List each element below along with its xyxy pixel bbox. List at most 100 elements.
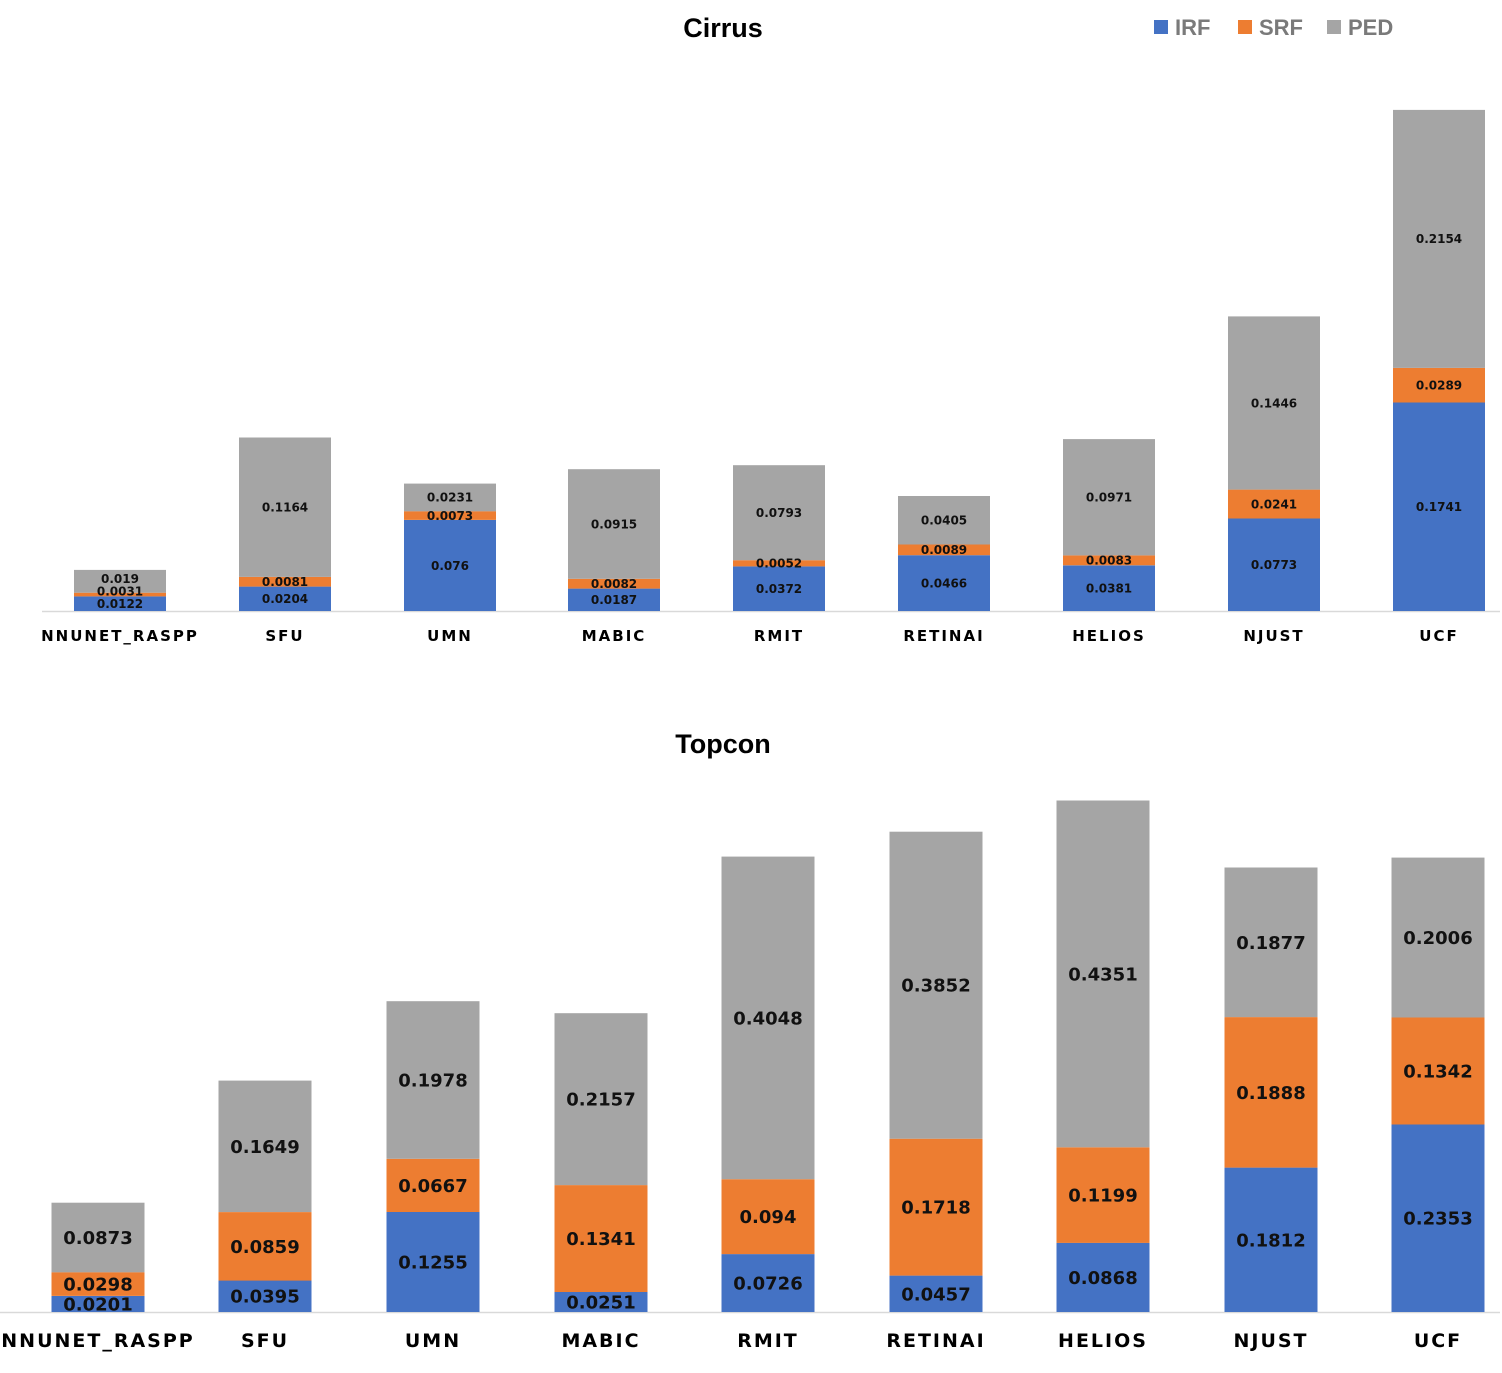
data-label-topcon-rmit-irf: 0.0726 — [733, 1274, 802, 1295]
bar-topcon-rmit-irf — [721, 1254, 815, 1312]
data-label-cirrus-umn-irf: 0.076 — [431, 559, 469, 573]
legend-swatch-ped — [1327, 20, 1341, 34]
bar-cirrus-helios-irf — [1063, 565, 1155, 611]
legend-label-irf: IRF — [1175, 15, 1210, 40]
data-label-topcon-mabic-srf: 0.1341 — [566, 1229, 635, 1250]
category-label-cirrus-retinai: RETINAI — [903, 627, 984, 645]
category-label-topcon-helios: HELIOS — [1058, 1330, 1148, 1352]
data-label-cirrus-retinai-ped: 0.0405 — [921, 514, 967, 528]
data-label-cirrus-mabic-ped: 0.0915 — [591, 517, 637, 531]
category-label-topcon-sfu: SFU — [241, 1330, 289, 1352]
data-label-topcon-ucf-ped: 0.2006 — [1403, 928, 1472, 949]
data-label-topcon-retinai-irf: 0.0457 — [901, 1284, 970, 1305]
bar-topcon-umn-ped — [386, 1001, 480, 1159]
data-label-topcon-umn-irf: 0.1255 — [398, 1253, 467, 1274]
category-label-cirrus-njust: NJUST — [1243, 627, 1304, 645]
data-label-topcon-ucf-srf: 0.1342 — [1403, 1062, 1472, 1083]
data-label-cirrus-umn-srf: 0.0073 — [427, 509, 473, 523]
bar-topcon-sfu-irf — [218, 1280, 312, 1312]
bar-cirrus-rmit-srf — [733, 560, 825, 567]
bar-cirrus-sfu-srf — [239, 576, 331, 587]
data-label-cirrus-ucf-ped: 0.2154 — [1416, 232, 1462, 246]
legend: IRF SRF PED — [1154, 15, 1393, 40]
bar-cirrus-helios-srf — [1063, 555, 1155, 566]
bar-cirrus-umn-ped — [404, 483, 496, 512]
data-label-cirrus-mabic-irf: 0.0187 — [591, 593, 637, 607]
bar-topcon-retinai-ped — [889, 831, 983, 1139]
data-label-cirrus-nnunet-raspp-srf: 0.0031 — [97, 584, 143, 598]
data-label-topcon-retinai-srf: 0.1718 — [901, 1198, 970, 1219]
data-label-cirrus-ucf-srf: 0.0289 — [1416, 379, 1462, 393]
bar-topcon-retinai-srf — [889, 1138, 983, 1276]
bar-topcon-helios-ped — [1056, 800, 1150, 1148]
bar-topcon-rmit-srf — [721, 1179, 815, 1255]
bar-cirrus-retinai-ped — [898, 496, 990, 545]
data-label-topcon-sfu-srf: 0.0859 — [230, 1237, 299, 1258]
bar-cirrus-retinai-srf — [898, 544, 990, 556]
bar-topcon-helios-srf — [1056, 1147, 1150, 1243]
legend-label-srf: SRF — [1259, 15, 1303, 40]
bar-topcon-nnunet-raspp-ped — [51, 1202, 145, 1273]
data-label-topcon-mabic-irf: 0.0251 — [566, 1293, 635, 1314]
data-label-cirrus-rmit-irf: 0.0372 — [756, 582, 802, 596]
category-label-cirrus-umn: UMN — [427, 627, 473, 645]
bar-cirrus-helios-ped — [1063, 439, 1155, 556]
data-label-topcon-helios-ped: 0.4351 — [1068, 964, 1137, 985]
data-label-cirrus-sfu-srf: 0.0081 — [262, 575, 308, 589]
legend-swatch-srf — [1238, 20, 1252, 34]
category-label-topcon-retinai: RETINAI — [886, 1330, 985, 1352]
data-label-cirrus-sfu-ped: 0.1164 — [262, 501, 308, 515]
bar-topcon-njust-ped — [1224, 867, 1318, 1018]
category-label-cirrus-ucf: UCF — [1419, 627, 1458, 645]
bar-topcon-ucf-irf — [1391, 1124, 1485, 1312]
bar-topcon-sfu-srf — [218, 1212, 312, 1281]
bar-cirrus-rmit-ped — [733, 465, 825, 561]
category-label-cirrus-helios: HELIOS — [1072, 627, 1146, 645]
data-label-topcon-rmit-ped: 0.4048 — [733, 1008, 802, 1029]
bar-topcon-ucf-srf — [1391, 1017, 1485, 1125]
data-label-cirrus-rmit-srf: 0.0052 — [756, 557, 802, 571]
bar-topcon-mabic-irf — [554, 1292, 648, 1312]
bar-cirrus-umn-srf — [404, 511, 496, 520]
legend-item-srf: SRF — [1238, 15, 1303, 40]
bar-cirrus-njust-srf — [1228, 489, 1320, 519]
bar-cirrus-rmit-irf — [733, 566, 825, 611]
chart-title-topcon: Topcon — [675, 729, 770, 759]
bar-cirrus-nnunet-raspp-irf — [74, 596, 166, 611]
category-label-topcon-ucf: UCF — [1414, 1330, 1462, 1352]
bar-cirrus-retinai-irf — [898, 555, 990, 611]
bar-cirrus-mabic-ped — [568, 469, 660, 579]
data-label-topcon-helios-irf: 0.0868 — [1068, 1268, 1137, 1289]
data-label-topcon-nnunet-raspp-ped: 0.0873 — [63, 1228, 132, 1249]
bar-topcon-rmit-ped — [721, 856, 815, 1180]
bar-topcon-nnunet-raspp-srf — [51, 1272, 145, 1296]
data-label-topcon-sfu-irf: 0.0395 — [230, 1287, 299, 1308]
data-label-topcon-retinai-ped: 0.3852 — [901, 976, 970, 997]
chart-topcon: Topcon 0.02010.02980.0873NNUNET_RASPP0.0… — [0, 729, 1500, 1352]
data-label-cirrus-helios-ped: 0.0971 — [1086, 491, 1132, 505]
data-label-cirrus-ucf-irf: 0.1741 — [1416, 500, 1462, 514]
category-label-topcon-njust: NJUST — [1233, 1330, 1308, 1352]
bar-topcon-umn-irf — [386, 1212, 480, 1312]
bar-topcon-njust-srf — [1224, 1017, 1318, 1168]
data-label-topcon-mabic-ped: 0.2157 — [566, 1090, 635, 1111]
category-label-cirrus-rmit: RMIT — [754, 627, 804, 645]
category-label-cirrus-sfu: SFU — [265, 627, 304, 645]
data-label-cirrus-rmit-ped: 0.0793 — [756, 506, 802, 520]
legend-label-ped: PED — [1348, 15, 1393, 40]
bar-cirrus-ucf-irf — [1393, 402, 1485, 611]
category-label-topcon-nnunet-raspp: NNUNET_RASPP — [1, 1330, 194, 1352]
bar-cirrus-sfu-irf — [239, 586, 331, 611]
data-label-topcon-nnunet-raspp-srf: 0.0298 — [63, 1275, 132, 1296]
data-label-cirrus-helios-srf: 0.0083 — [1086, 554, 1132, 568]
bar-cirrus-sfu-ped — [239, 437, 331, 577]
bar-cirrus-nnunet-raspp-ped — [74, 569, 166, 593]
bar-topcon-retinai-irf — [889, 1275, 983, 1312]
bar-cirrus-ucf-srf — [1393, 367, 1485, 403]
bar-topcon-njust-irf — [1224, 1167, 1318, 1312]
legend-item-irf: IRF — [1154, 15, 1210, 40]
data-label-cirrus-nnunet-raspp-irf: 0.0122 — [97, 597, 143, 611]
